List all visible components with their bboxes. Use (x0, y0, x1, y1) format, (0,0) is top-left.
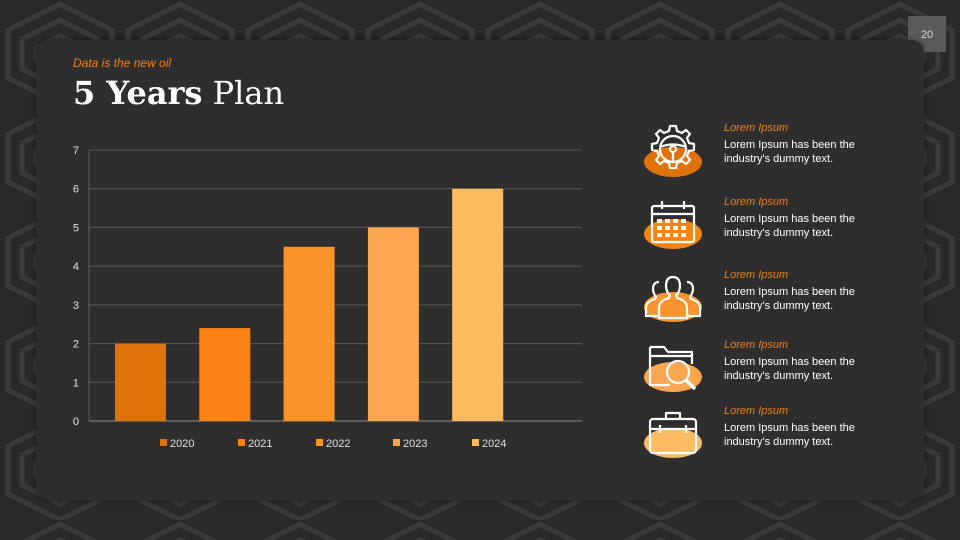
people-group-icon (644, 275, 702, 322)
info-item-1: Lorem Ipsum Lorem Ipsum has been the ind… (640, 122, 920, 188)
bar-2020 (115, 343, 166, 421)
info-item-text: Lorem Ipsum has been the industry's dumm… (724, 139, 855, 165)
slide-title-light: Plan (212, 74, 285, 112)
y-tick-label: 7 (73, 145, 79, 157)
legend-swatch (238, 439, 245, 446)
info-item-text: Lorem Ipsum has been the industry's dumm… (724, 286, 855, 312)
legend-label: 2021 (248, 438, 272, 450)
info-item-label: Lorem Ipsum (724, 122, 789, 134)
info-item-text: Lorem Ipsum has been the industry's dumm… (724, 356, 855, 382)
legend-swatch (316, 439, 323, 446)
info-item-label: Lorem Ipsum (724, 405, 789, 417)
icon-blob (644, 428, 702, 458)
legend-swatch (160, 439, 167, 446)
info-item-2: Lorem Ipsum Lorem Ipsum has been the ind… (640, 196, 920, 262)
legend-swatch (393, 439, 400, 446)
legend-label: 2023 (403, 438, 427, 450)
bar-2022 (283, 246, 335, 421)
legend-label: 2022 (326, 438, 350, 450)
y-tick-label: 0 (73, 416, 79, 428)
slide-title-bold: 5 Years (73, 74, 203, 112)
y-tick-label: 3 (73, 300, 79, 312)
bar-2024 (452, 188, 504, 421)
y-tick-label: 6 (73, 184, 79, 196)
legend-swatch (472, 439, 479, 446)
calendar-icon (644, 201, 702, 249)
legend-label: 2024 (482, 438, 506, 450)
y-tick-label: 5 (73, 222, 79, 234)
slide-title: 5 Years Plan (73, 74, 284, 112)
y-tick-label: 1 (73, 377, 79, 389)
y-tick-label: 2 (73, 339, 79, 351)
info-item-label: Lorem Ipsum (724, 269, 789, 281)
info-item-label: Lorem Ipsum (724, 196, 789, 208)
y-tick-label: 4 (73, 261, 79, 273)
bar-2021 (199, 328, 251, 421)
briefcase-icon (644, 411, 702, 458)
slide-subtitle: Data is the new oil (73, 56, 172, 70)
info-item-4: Lorem Ipsum Lorem Ipsum has been the ind… (640, 339, 920, 405)
bar-2023 (367, 227, 419, 421)
legend-label: 2020 (170, 438, 194, 450)
info-item-5: Lorem Ipsum Lorem Ipsum has been the ind… (640, 405, 920, 471)
info-item-3: Lorem Ipsum Lorem Ipsum has been the ind… (640, 269, 920, 335)
gear-steering-icon (644, 124, 702, 177)
folder-search-icon (644, 345, 702, 392)
info-item-text: Lorem Ipsum has been the industry's dumm… (724, 422, 855, 448)
info-item-text: Lorem Ipsum has been the industry's dumm… (724, 213, 855, 239)
info-item-label: Lorem Ipsum (724, 339, 789, 351)
